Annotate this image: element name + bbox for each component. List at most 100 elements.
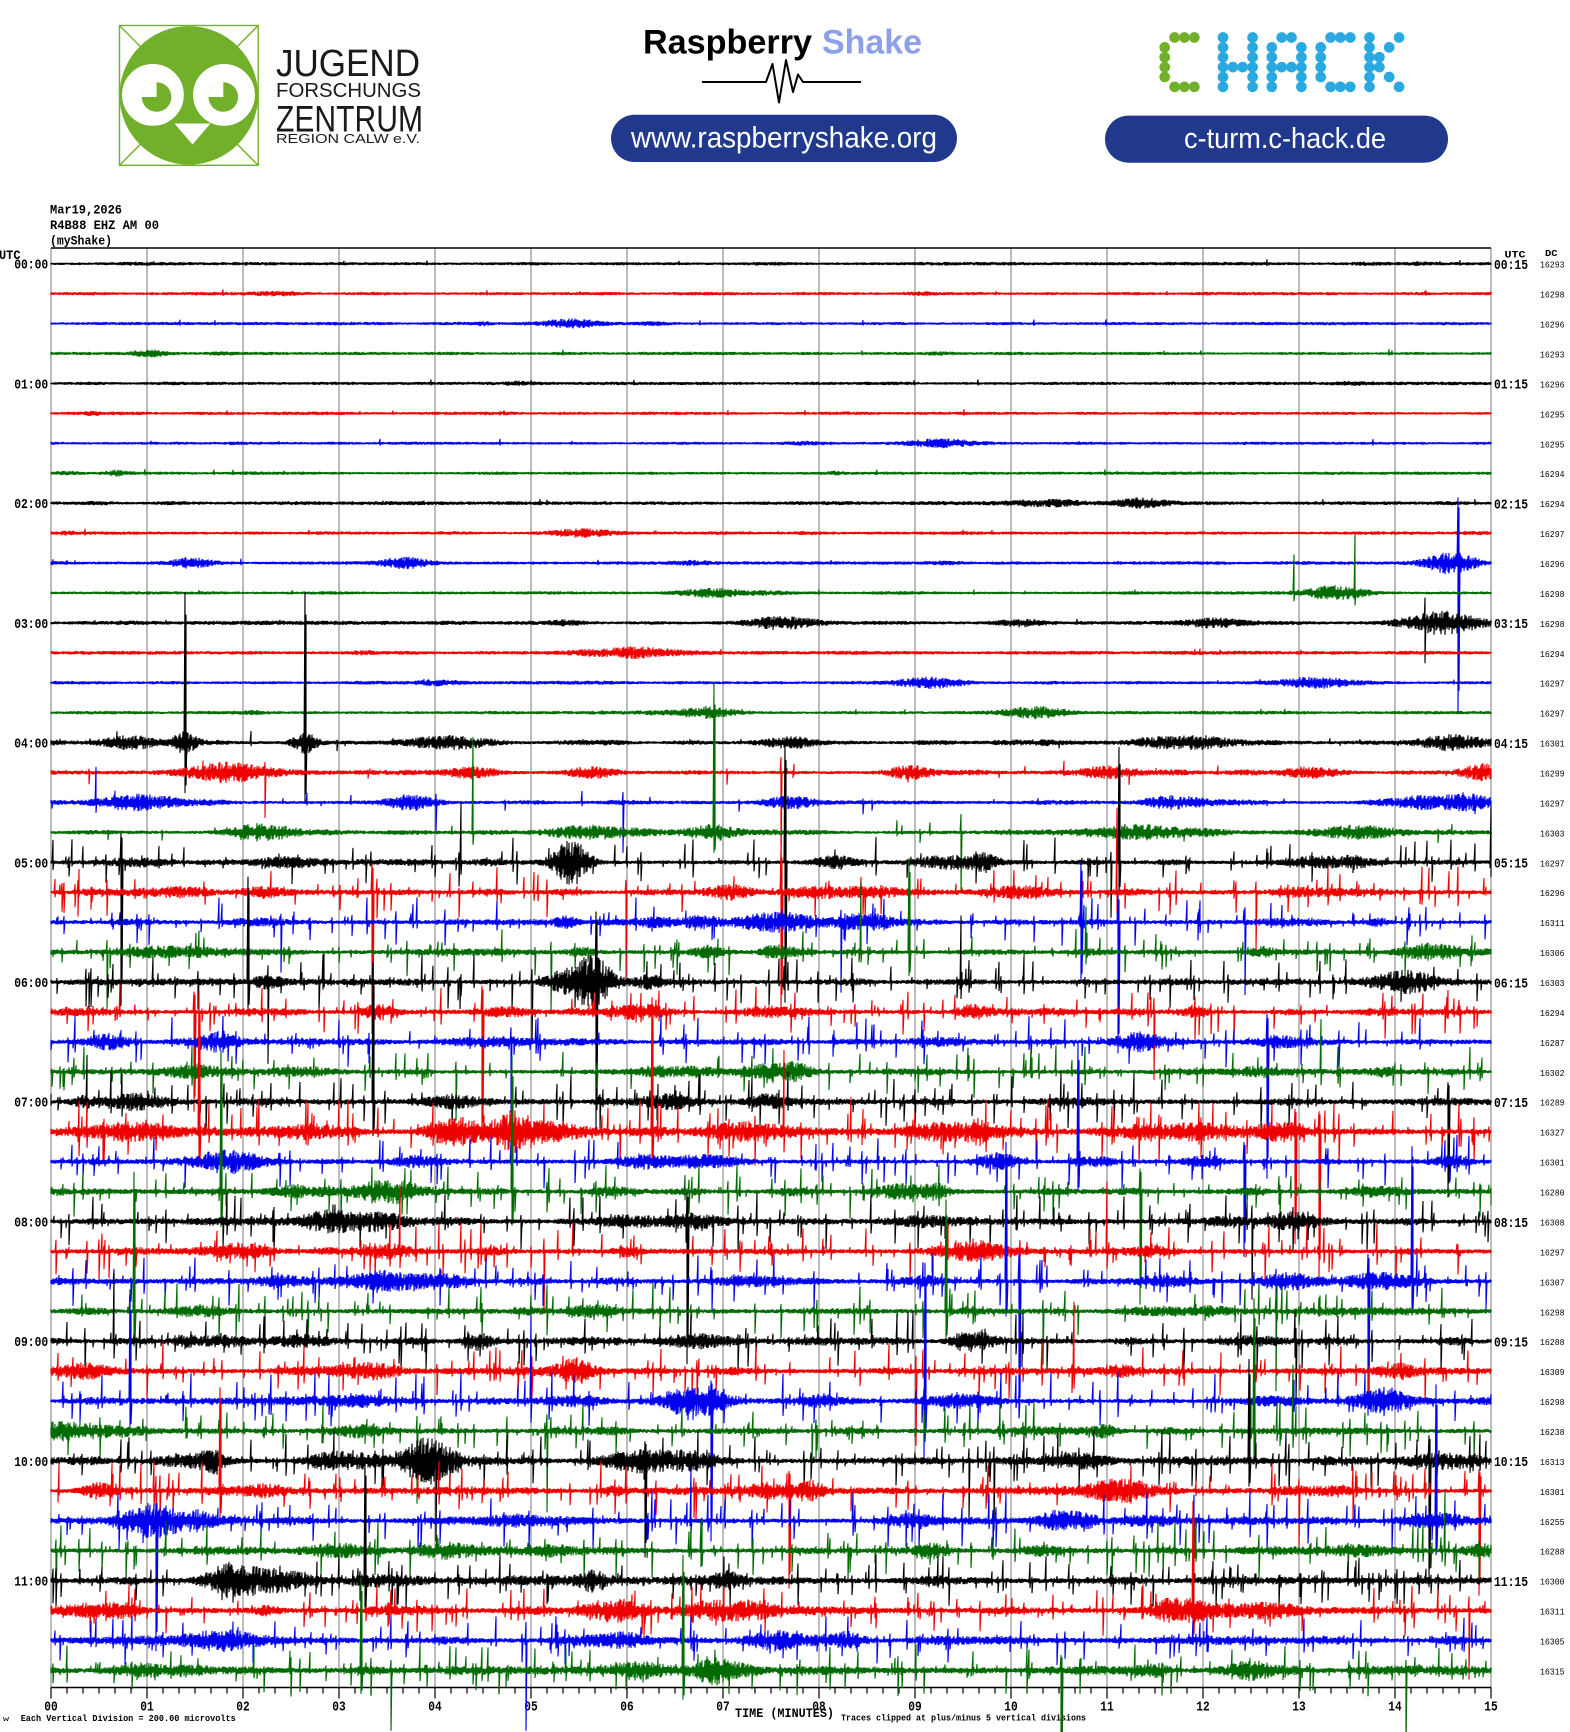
svg-text:07:00: 07:00 bbox=[14, 1097, 48, 1112]
svg-text:10: 10 bbox=[1004, 1700, 1017, 1715]
svg-text:03:00: 03:00 bbox=[14, 618, 48, 633]
svg-text:16299: 16299 bbox=[1540, 769, 1565, 780]
svg-text:16297: 16297 bbox=[1540, 679, 1565, 690]
svg-text:16280: 16280 bbox=[1540, 1188, 1565, 1199]
svg-text:DC: DC bbox=[1545, 248, 1558, 259]
svg-text:16298: 16298 bbox=[1540, 589, 1565, 600]
svg-text:16288: 16288 bbox=[1540, 1337, 1565, 1348]
svg-text:11:15: 11:15 bbox=[1494, 1576, 1528, 1591]
svg-text:16297: 16297 bbox=[1540, 798, 1565, 809]
svg-text:16295: 16295 bbox=[1540, 409, 1565, 420]
svg-text:04:15: 04:15 bbox=[1494, 738, 1528, 753]
svg-text:16302: 16302 bbox=[1540, 1068, 1565, 1079]
svg-text:02:00: 02:00 bbox=[14, 498, 48, 513]
svg-text:12: 12 bbox=[1196, 1700, 1209, 1715]
svg-text:16306: 16306 bbox=[1540, 948, 1565, 959]
svg-text:16288: 16288 bbox=[1540, 1547, 1565, 1558]
svg-text:16313: 16313 bbox=[1540, 1457, 1565, 1468]
svg-text:14: 14 bbox=[1388, 1700, 1401, 1715]
svg-text:16287: 16287 bbox=[1540, 1038, 1565, 1049]
svg-text:10:00: 10:00 bbox=[14, 1456, 48, 1471]
svg-text:13: 13 bbox=[1292, 1700, 1305, 1715]
svg-text:UTC: UTC bbox=[1505, 249, 1527, 261]
svg-text:JUGEND: JUGEND bbox=[276, 43, 420, 85]
svg-text:16298: 16298 bbox=[1540, 290, 1565, 301]
svg-text:16297: 16297 bbox=[1540, 709, 1565, 720]
svg-text:00:00: 00:00 bbox=[14, 259, 48, 274]
svg-text:16293: 16293 bbox=[1540, 260, 1565, 271]
svg-text:16301: 16301 bbox=[1540, 739, 1565, 750]
svg-text:08:00: 08:00 bbox=[14, 1216, 48, 1231]
svg-text:04:00: 04:00 bbox=[14, 738, 48, 753]
svg-text:Mar19,2026: Mar19,2026 bbox=[50, 204, 122, 218]
svg-text:01: 01 bbox=[140, 1700, 153, 1715]
svg-text:05: 05 bbox=[524, 1700, 537, 1715]
svg-text:16298: 16298 bbox=[1540, 1397, 1565, 1408]
svg-text:16305: 16305 bbox=[1540, 1636, 1565, 1647]
svg-text:c-turm.c-hack.de: c-turm.c-hack.de bbox=[1184, 123, 1386, 155]
svg-text:16303: 16303 bbox=[1540, 828, 1565, 839]
svg-text:16294: 16294 bbox=[1540, 469, 1565, 480]
svg-text:06:00: 06:00 bbox=[14, 977, 48, 992]
svg-text:08: 08 bbox=[812, 1700, 825, 1715]
svg-text:16297: 16297 bbox=[1540, 858, 1565, 869]
svg-text:16294: 16294 bbox=[1540, 499, 1565, 510]
svg-text:Each Vertical Division = 200.: Each Vertical Division = 200.00 microvol… bbox=[21, 1714, 236, 1724]
svg-text:16238: 16238 bbox=[1540, 1427, 1565, 1438]
svg-text:04: 04 bbox=[428, 1700, 441, 1715]
svg-text:Shake: Shake bbox=[822, 24, 922, 62]
svg-text:16301: 16301 bbox=[1540, 1158, 1565, 1169]
svg-text:16298: 16298 bbox=[1540, 619, 1565, 630]
svg-text:16296: 16296 bbox=[1540, 888, 1565, 899]
svg-text:02:15: 02:15 bbox=[1494, 498, 1528, 513]
svg-text:REGION CALW e.V.: REGION CALW e.V. bbox=[276, 131, 420, 146]
svg-text:07:15: 07:15 bbox=[1494, 1097, 1528, 1112]
svg-text:16296: 16296 bbox=[1540, 379, 1565, 390]
svg-text:16295: 16295 bbox=[1540, 439, 1565, 450]
svg-text:06: 06 bbox=[620, 1700, 633, 1715]
svg-text:09:15: 09:15 bbox=[1494, 1336, 1528, 1351]
svg-text:00:15: 00:15 bbox=[1494, 259, 1528, 274]
svg-text:16315: 16315 bbox=[1540, 1666, 1565, 1677]
svg-text:09:00: 09:00 bbox=[14, 1336, 48, 1351]
svg-text:16289: 16289 bbox=[1540, 1098, 1565, 1109]
svg-text:06:15: 06:15 bbox=[1494, 977, 1528, 992]
svg-text:16309: 16309 bbox=[1540, 1367, 1565, 1378]
svg-text:05:15: 05:15 bbox=[1494, 858, 1528, 873]
svg-text:16308: 16308 bbox=[1540, 1217, 1565, 1228]
svg-text:02: 02 bbox=[236, 1700, 249, 1715]
svg-text:16311: 16311 bbox=[1540, 918, 1565, 929]
svg-text:R4B88 EHZ AM 00: R4B88 EHZ AM 00 bbox=[50, 219, 159, 233]
svg-text:01:00: 01:00 bbox=[14, 378, 48, 393]
svg-text:w: w bbox=[3, 1716, 10, 1724]
svg-text:10:15: 10:15 bbox=[1494, 1456, 1528, 1471]
svg-text:16311: 16311 bbox=[1540, 1607, 1565, 1618]
svg-text:16327: 16327 bbox=[1540, 1128, 1565, 1139]
svg-text:01:15: 01:15 bbox=[1494, 379, 1528, 394]
svg-text:00: 00 bbox=[44, 1700, 57, 1715]
svg-text:16294: 16294 bbox=[1540, 649, 1565, 660]
svg-text:16303: 16303 bbox=[1540, 978, 1565, 989]
svg-text:16297: 16297 bbox=[1540, 529, 1565, 540]
svg-text:16293: 16293 bbox=[1540, 349, 1565, 360]
svg-text:Raspberry: Raspberry bbox=[643, 24, 812, 62]
svg-text:16298: 16298 bbox=[1540, 1307, 1565, 1318]
svg-text:03:15: 03:15 bbox=[1494, 618, 1528, 633]
svg-text:16307: 16307 bbox=[1540, 1277, 1565, 1288]
svg-text:15: 15 bbox=[1484, 1700, 1497, 1715]
svg-text:09: 09 bbox=[908, 1700, 921, 1715]
svg-text:FORSCHUNGS: FORSCHUNGS bbox=[276, 80, 421, 102]
svg-text:ZENTRUM: ZENTRUM bbox=[276, 99, 423, 140]
svg-text:16255: 16255 bbox=[1540, 1517, 1565, 1528]
svg-text:11:00: 11:00 bbox=[14, 1576, 48, 1591]
svg-text:(myShake): (myShake) bbox=[50, 235, 112, 249]
svg-text:03: 03 bbox=[332, 1700, 345, 1715]
svg-text:16294: 16294 bbox=[1540, 1008, 1565, 1019]
svg-text:TIME (MINUTES): TIME (MINUTES) bbox=[735, 1707, 834, 1721]
svg-text:16296: 16296 bbox=[1540, 559, 1565, 570]
svg-text:07: 07 bbox=[716, 1700, 729, 1715]
svg-text:16300: 16300 bbox=[1540, 1577, 1565, 1588]
svg-text:16296: 16296 bbox=[1540, 320, 1565, 331]
svg-text:www.raspberryshake.org: www.raspberryshake.org bbox=[630, 122, 937, 155]
svg-text:16297: 16297 bbox=[1540, 1247, 1565, 1258]
